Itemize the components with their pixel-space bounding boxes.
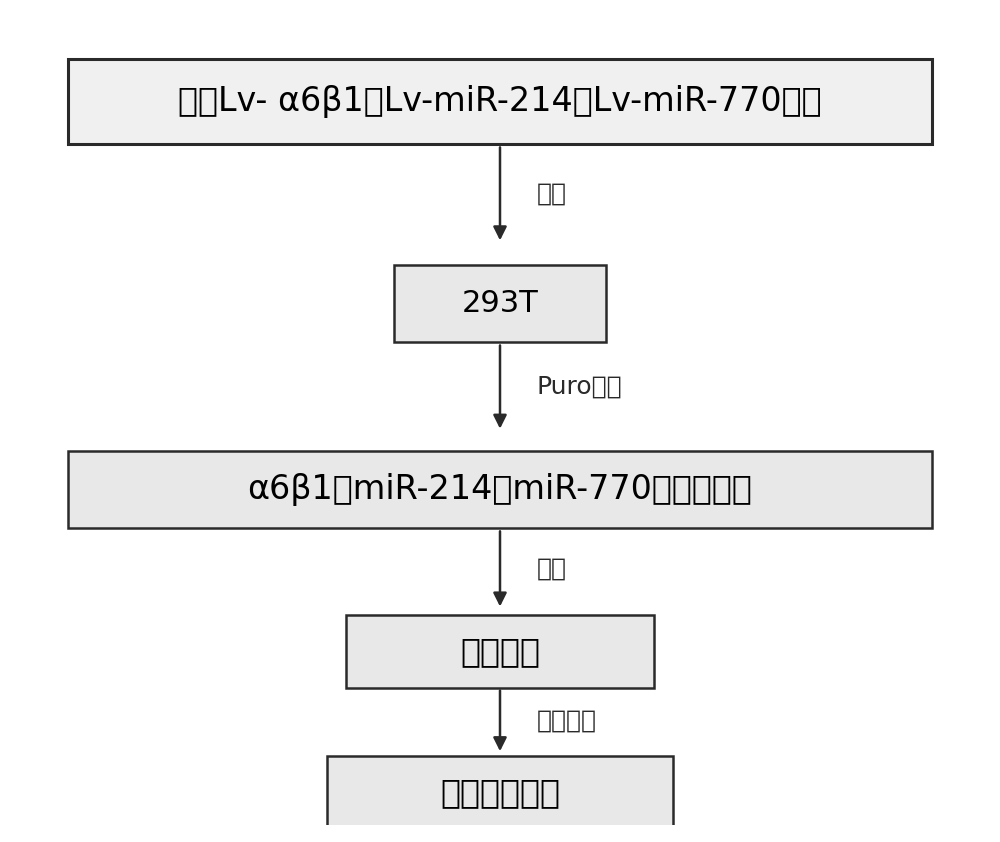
Text: Puro筛选: Puro筛选 bbox=[536, 375, 622, 399]
FancyBboxPatch shape bbox=[68, 59, 932, 144]
Text: 细胞上清: 细胞上清 bbox=[460, 635, 540, 668]
FancyBboxPatch shape bbox=[346, 615, 654, 688]
Text: 293T: 293T bbox=[462, 290, 538, 318]
Text: 制备Lv- α6β1、Lv-miR-214、Lv-miR-770病毒: 制备Lv- α6β1、Lv-miR-214、Lv-miR-770病毒 bbox=[178, 85, 822, 118]
FancyBboxPatch shape bbox=[327, 756, 673, 829]
FancyBboxPatch shape bbox=[68, 451, 932, 528]
Text: α6β1、miR-214、miR-770稳定细胞系: α6β1、miR-214、miR-770稳定细胞系 bbox=[248, 473, 752, 506]
Text: 工程化外泌体: 工程化外泌体 bbox=[440, 776, 560, 809]
Text: 分离纯化: 分离纯化 bbox=[536, 709, 596, 733]
FancyBboxPatch shape bbox=[394, 265, 606, 342]
Text: 感染: 感染 bbox=[536, 182, 566, 205]
Text: 收集: 收集 bbox=[536, 557, 566, 581]
